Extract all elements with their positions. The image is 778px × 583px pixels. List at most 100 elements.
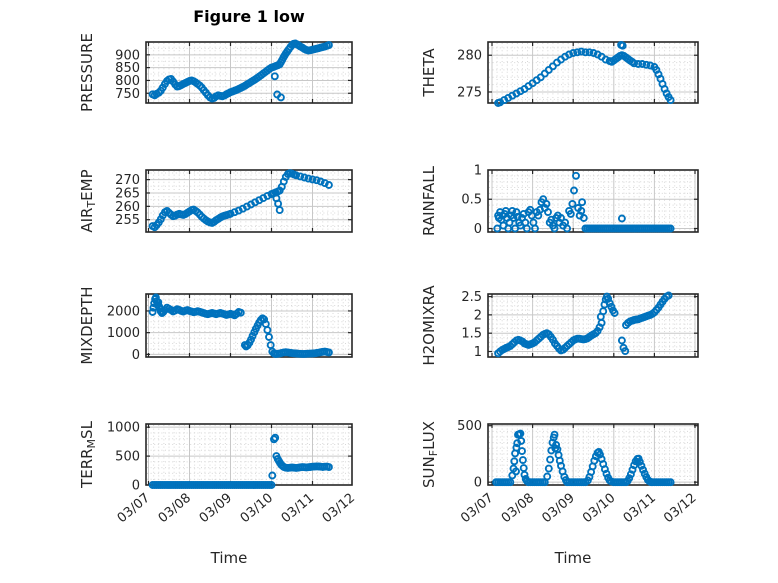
svg-text:03/07: 03/07 bbox=[115, 491, 153, 527]
y-tick-labels: 0 1000 2000 bbox=[107, 304, 140, 362]
tick-marks bbox=[146, 424, 352, 485]
svg-text:2: 2 bbox=[474, 308, 482, 323]
svg-text:SUNFLUX: SUNFLUX bbox=[420, 421, 440, 488]
major-grid bbox=[488, 294, 698, 357]
y-axis-label: PRESSURE bbox=[78, 33, 96, 112]
mixdepth-plot: 0 1000 2000 MIXDEPTH bbox=[78, 286, 353, 365]
svg-text:03/09: 03/09 bbox=[539, 491, 577, 527]
data-markers bbox=[493, 171, 675, 233]
y-tick-labels: 00.51 bbox=[461, 164, 482, 237]
y-axis-label: H2OMIXRA bbox=[420, 285, 438, 366]
h2omixra-plot: 1 1.5 2 2.5 H2OMIXRA bbox=[420, 285, 699, 366]
data-markers bbox=[148, 433, 333, 489]
axes-box bbox=[487, 423, 699, 486]
tick-marks bbox=[146, 170, 352, 232]
axes-box bbox=[145, 169, 353, 233]
data-markers bbox=[494, 40, 675, 107]
svg-text:03/08: 03/08 bbox=[499, 491, 537, 527]
minor-grid bbox=[489, 43, 697, 102]
svg-text:270: 270 bbox=[115, 173, 140, 188]
y-axis-label: MIXDEPTH bbox=[78, 286, 96, 364]
svg-text:0.5: 0.5 bbox=[461, 193, 482, 208]
axes-box bbox=[145, 293, 353, 358]
terr-msl-plot: 0 500 1000 TERRMSL 03/07 03/08 03/09 03/10 03/11… bbox=[78, 420, 358, 527]
y-axis-label: THETA bbox=[420, 48, 438, 98]
svg-text:H2OMIXRA: H2OMIXRA bbox=[420, 285, 438, 366]
major-grid bbox=[146, 424, 352, 485]
svg-text:850: 850 bbox=[115, 61, 140, 76]
svg-text:AIRTEMP: AIRTEMP bbox=[78, 169, 98, 232]
y-axis-label: AIRTEMP bbox=[78, 169, 98, 232]
svg-text:TERRMSL: TERRMSL bbox=[78, 420, 98, 489]
minor-grid bbox=[147, 171, 351, 231]
svg-text:RAINFALL: RAINFALL bbox=[420, 165, 438, 236]
minor-grid bbox=[489, 171, 697, 231]
svg-text:900: 900 bbox=[115, 48, 140, 63]
svg-text:0: 0 bbox=[474, 476, 482, 491]
svg-text:1: 1 bbox=[474, 345, 482, 360]
x-axis-label-right: Time bbox=[554, 549, 592, 567]
data-markers bbox=[494, 291, 673, 358]
theta-plot: 275 280 THETA bbox=[420, 40, 699, 107]
data-markers bbox=[148, 169, 333, 232]
svg-text:265: 265 bbox=[115, 186, 140, 201]
svg-text:0: 0 bbox=[474, 222, 482, 237]
svg-text:03/08: 03/08 bbox=[156, 491, 194, 527]
svg-text:03/12: 03/12 bbox=[661, 491, 699, 527]
svg-text:PRESSURE: PRESSURE bbox=[78, 33, 96, 112]
y-tick-labels: 1 1.5 2 2.5 bbox=[461, 290, 482, 360]
data-markers bbox=[148, 293, 333, 358]
axes-box bbox=[145, 41, 353, 104]
tick-marks bbox=[488, 42, 698, 103]
svg-text:2.5: 2.5 bbox=[461, 290, 482, 305]
svg-text:03/09: 03/09 bbox=[197, 491, 235, 527]
figure-title: Figure 1 low bbox=[193, 7, 305, 26]
x-tick-labels: 03/07 03/08 03/09 03/10 03/11 03/12 bbox=[115, 491, 358, 527]
svg-text:03/11: 03/11 bbox=[279, 491, 317, 527]
svg-text:1000: 1000 bbox=[107, 326, 140, 341]
minor-grid bbox=[147, 295, 351, 356]
axes-box bbox=[145, 423, 353, 486]
svg-text:THETA: THETA bbox=[420, 48, 438, 98]
axes-box bbox=[487, 41, 699, 104]
svg-text:1: 1 bbox=[474, 164, 482, 179]
x-tick-labels: 03/07 03/08 03/09 03/10 03/11 03/12 bbox=[458, 491, 699, 527]
svg-text:255: 255 bbox=[115, 213, 140, 228]
y-tick-labels: 0 500 1000 bbox=[107, 421, 140, 494]
svg-text:03/12: 03/12 bbox=[320, 491, 358, 527]
minor-grid bbox=[489, 295, 697, 356]
svg-text:500: 500 bbox=[457, 419, 482, 434]
svg-text:03/10: 03/10 bbox=[238, 491, 276, 527]
svg-text:750: 750 bbox=[115, 87, 140, 102]
tick-marks bbox=[146, 42, 352, 103]
sun-flux-plot: 0 500 SUNFLUX 03/07 03/08 03/09 03/10 03/11 03/1… bbox=[420, 419, 700, 527]
axes-box bbox=[487, 293, 699, 358]
tick-marks bbox=[488, 294, 698, 357]
svg-text:03/11: 03/11 bbox=[621, 491, 659, 527]
svg-text:MIXDEPTH: MIXDEPTH bbox=[78, 286, 96, 364]
svg-text:1.5: 1.5 bbox=[461, 327, 482, 342]
svg-text:800: 800 bbox=[115, 74, 140, 89]
svg-text:0: 0 bbox=[132, 479, 140, 494]
svg-text:0: 0 bbox=[132, 348, 140, 363]
y-axis-label: RAINFALL bbox=[420, 165, 438, 236]
svg-text:275: 275 bbox=[457, 85, 482, 100]
y-axis-label: SUNFLUX bbox=[420, 421, 440, 488]
y-tick-labels: 0 500 bbox=[457, 419, 482, 490]
svg-text:500: 500 bbox=[115, 450, 140, 465]
svg-text:260: 260 bbox=[115, 200, 140, 215]
x-axis-label-left: Time bbox=[210, 549, 248, 567]
data-markers bbox=[148, 39, 333, 103]
svg-text:2000: 2000 bbox=[107, 304, 140, 319]
svg-text:03/07: 03/07 bbox=[458, 491, 496, 527]
svg-text:280: 280 bbox=[457, 49, 482, 64]
svg-text:03/10: 03/10 bbox=[580, 491, 618, 527]
svg-text:1000: 1000 bbox=[107, 421, 140, 436]
y-axis-label: TERRMSL bbox=[78, 420, 98, 489]
